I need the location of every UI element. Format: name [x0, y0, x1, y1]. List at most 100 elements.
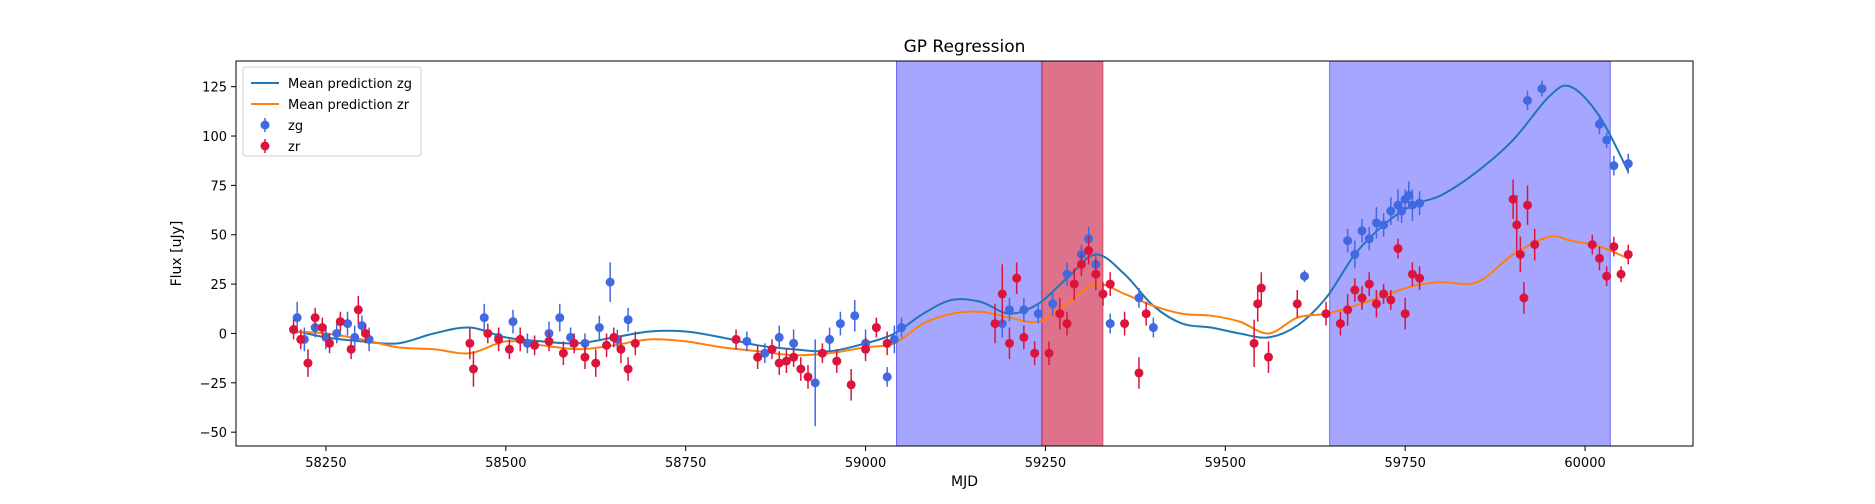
point-zg	[623, 307, 633, 332]
point-zr	[353, 295, 363, 324]
marker-zg	[1357, 226, 1367, 236]
marker-zr	[346, 344, 356, 354]
marker-zg	[1004, 305, 1014, 315]
legend-label: Mean prediction zg	[288, 77, 412, 92]
marker-zr	[789, 352, 799, 362]
marker-zr	[1530, 240, 1540, 250]
marker-zg	[508, 317, 518, 327]
y-tick-label: 50	[210, 229, 227, 244]
y-tick-label: 0	[219, 327, 227, 342]
point-zr	[1069, 268, 1079, 300]
point-zg	[742, 331, 752, 352]
marker-zg	[292, 313, 302, 323]
marker-zr	[530, 340, 540, 350]
marker-zg	[1105, 319, 1115, 329]
point-zr	[781, 349, 791, 373]
marker-zg	[332, 328, 342, 338]
marker-zg	[1623, 159, 1633, 169]
y-axis: −50 −25 0 25 50 75 100 125	[200, 81, 236, 441]
marker-zr	[616, 344, 626, 354]
marker-zr	[1602, 271, 1612, 281]
point-zr	[544, 331, 554, 352]
point-zr	[558, 341, 568, 366]
marker-zr	[871, 323, 881, 333]
marker-zr	[1249, 338, 1259, 348]
marker-zg	[825, 334, 835, 344]
marker-zr	[310, 313, 320, 323]
marker-zr	[1321, 309, 1331, 319]
marker-zr	[569, 338, 579, 348]
marker-zr	[817, 348, 827, 358]
point-zr	[1012, 262, 1022, 294]
marker-zr	[591, 358, 601, 368]
point-zr	[623, 357, 633, 381]
marker-zr	[767, 344, 777, 354]
marker-zg	[897, 323, 907, 333]
marker-zg	[1397, 206, 1407, 216]
legend: Mean prediction zg Mean prediction zr zg zr	[242, 66, 422, 157]
marker-zr	[1263, 352, 1273, 362]
point-zr	[289, 319, 299, 340]
marker-zr	[609, 332, 619, 342]
point-zr	[591, 349, 601, 377]
marker-zr	[1587, 240, 1597, 250]
point-zr	[1616, 266, 1626, 283]
marker-zg	[623, 315, 633, 325]
marker-zr	[361, 328, 371, 338]
marker-zr	[796, 364, 806, 374]
point-zr	[1263, 341, 1273, 373]
point-zr	[1371, 290, 1381, 318]
point-zg	[1407, 189, 1417, 221]
marker-zr	[781, 356, 791, 366]
point-zr	[335, 311, 345, 332]
plot-frame	[235, 60, 1694, 447]
point-zr	[630, 331, 640, 356]
point-zr	[1030, 341, 1040, 366]
marker-zg	[882, 372, 892, 382]
point-zg	[882, 367, 892, 387]
point-zg	[1523, 90, 1533, 111]
marker-zr	[1371, 299, 1381, 309]
point-zg	[1537, 80, 1547, 97]
marker-zr	[990, 319, 1000, 329]
marker-zg	[1407, 200, 1417, 210]
point-zr	[1609, 236, 1619, 257]
point-zg	[343, 311, 353, 336]
point-zg	[850, 299, 860, 332]
point-zg	[1105, 313, 1115, 334]
point-zr	[530, 335, 540, 356]
marker-zr	[1105, 279, 1115, 289]
marker-zg	[1404, 190, 1414, 200]
point-zr	[832, 349, 842, 373]
point-zr	[1415, 266, 1425, 291]
marker-zr	[1400, 309, 1410, 319]
legend-label: Mean prediction zr	[288, 98, 410, 113]
marker-zg	[1350, 249, 1360, 259]
point-zr	[1292, 290, 1302, 318]
point-zr	[753, 345, 763, 369]
point-zr	[1076, 252, 1086, 277]
marker-zr	[623, 364, 633, 374]
point-zr	[990, 303, 1000, 344]
marker-zg	[835, 319, 845, 329]
marker-zr	[1253, 299, 1263, 309]
point-zr	[1386, 290, 1396, 310]
point-zr	[494, 327, 504, 352]
point-zr	[1357, 286, 1367, 310]
point-zr	[1249, 319, 1259, 368]
marker-zr	[504, 344, 514, 354]
x-tick-label: 58750	[665, 456, 706, 471]
legend-label: zr	[288, 140, 301, 155]
marker-zg	[555, 313, 565, 323]
point-zg	[835, 311, 845, 336]
point-zr	[1098, 282, 1108, 306]
marker-zr	[882, 338, 892, 348]
point-zg	[605, 262, 615, 302]
point-zg	[1350, 240, 1360, 269]
point-zr	[1512, 195, 1522, 255]
x-tick-label: 59500	[1205, 456, 1246, 471]
marker-zr	[1091, 269, 1101, 279]
marker-zr	[1076, 259, 1086, 269]
point-zr	[1379, 284, 1389, 304]
marker-zg	[1048, 299, 1058, 309]
